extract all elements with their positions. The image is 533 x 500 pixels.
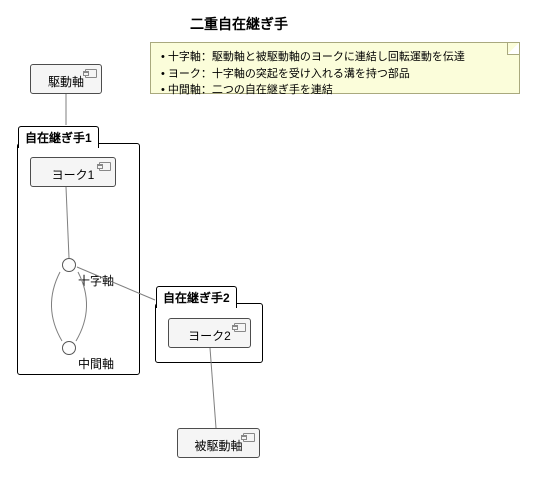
package-label: 自在継ぎ手2 [156,286,237,308]
component-yoke1: ヨーク1 [30,157,116,187]
component-label: ヨーク1 [52,168,95,182]
node-cross-axis [62,258,76,272]
component-label: 駆動軸 [48,75,84,89]
component-yoke2: ヨーク2 [168,318,251,348]
component-driven-shaft: 被駆動軸 [177,428,260,458]
node-mid-axis [62,341,76,355]
component-icon [85,69,97,78]
component-label: 被駆動軸 [194,439,242,453]
node-label-cross: 十字軸 [78,272,114,289]
component-label: ヨーク2 [188,329,231,343]
note-line: • 中間軸：二つの自在継ぎ手を連結 [161,82,509,99]
package-label: 自在継ぎ手1 [18,126,99,148]
component-icon [99,162,111,171]
component-drive-shaft: 駆動軸 [30,64,102,94]
diagram-title: 二重自在継ぎ手 [190,14,288,34]
component-icon [243,433,255,442]
node-label-mid: 中間軸 [78,355,114,372]
note-fold-icon [507,43,519,55]
component-icon [234,323,246,332]
note-line: • ヨーク：十字軸の突起を受け入れる溝を持つ部品 [161,66,509,83]
note-line: • 十字軸：駆動軸と被駆動軸のヨークに連結し回転運動を伝達 [161,49,509,66]
note-box: • 十字軸：駆動軸と被駆動軸のヨークに連結し回転運動を伝達 • ヨーク：十字軸の… [150,42,520,94]
